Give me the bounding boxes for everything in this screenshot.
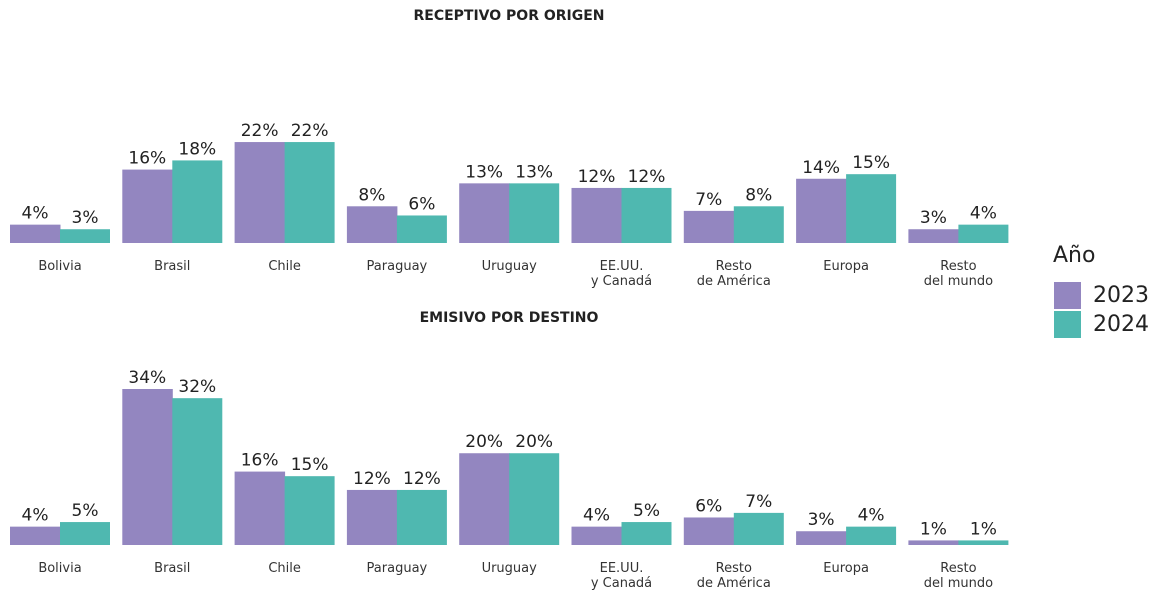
bar (234, 142, 286, 243)
bar (958, 540, 1009, 545)
value-label: 13% (465, 162, 503, 182)
bar (284, 476, 335, 545)
bar (908, 540, 959, 545)
bar (459, 183, 510, 243)
legend-title: Año (1053, 243, 1095, 268)
value-label: 32% (178, 377, 216, 397)
bar (621, 522, 672, 545)
bar (509, 183, 560, 243)
bar (10, 224, 61, 243)
value-label: 18% (178, 139, 216, 159)
x-tick-label: Resto del mundo (923, 561, 994, 591)
value-label: 12% (578, 167, 616, 187)
value-label: 3% (72, 208, 99, 228)
value-label: 14% (802, 158, 840, 178)
x-tick-label: Bolivia (38, 561, 82, 576)
x-tick-label: Brasil (154, 561, 191, 576)
value-label: 5% (72, 501, 99, 521)
value-label: 4% (583, 506, 610, 526)
value-label: 34% (128, 368, 166, 388)
value-label: 12% (403, 469, 441, 489)
bar (172, 398, 223, 545)
bar (284, 142, 335, 243)
x-tick-label: Uruguay (481, 259, 537, 274)
bar (683, 517, 735, 545)
value-label: 8% (745, 185, 772, 205)
x-tick-label: Uruguay (481, 561, 537, 576)
value-label: 3% (920, 208, 947, 228)
value-label: 20% (465, 432, 503, 452)
bar (846, 174, 897, 243)
value-label: 4% (22, 506, 49, 526)
x-tick-label: Paraguay (366, 561, 428, 576)
bar (396, 215, 447, 243)
bar (346, 489, 398, 545)
bar (459, 453, 510, 545)
bar (796, 178, 847, 243)
x-tick-label: Bolivia (38, 259, 82, 274)
x-tick-label: Chile (268, 259, 301, 274)
bar (958, 224, 1009, 243)
bar (683, 210, 735, 243)
bar (908, 229, 959, 243)
value-label: 4% (970, 204, 997, 224)
value-label: 12% (628, 167, 666, 187)
value-label: 15% (291, 455, 329, 475)
x-tick-label: Brasil (154, 259, 191, 274)
value-label: 6% (695, 496, 722, 516)
legend-label: 2023 (1093, 283, 1149, 308)
value-label: 6% (408, 194, 435, 214)
value-label: 22% (291, 121, 329, 141)
bar (122, 169, 173, 243)
value-label: 16% (128, 149, 166, 169)
legend-swatch (1054, 282, 1081, 309)
chart-title: EMISIVO POR DESTINO (420, 310, 599, 326)
value-label: 5% (633, 501, 660, 521)
bar (571, 187, 622, 243)
bar (60, 522, 110, 545)
x-tick-label: Resto de América (696, 259, 771, 289)
bar (346, 206, 398, 243)
x-tick-label: Europa (823, 561, 869, 576)
bar (10, 526, 61, 545)
legend-label: 2024 (1093, 312, 1149, 337)
value-label: 1% (970, 519, 997, 539)
bar (172, 160, 223, 243)
value-label: 22% (241, 121, 279, 141)
bar (621, 187, 672, 243)
value-label: 8% (358, 185, 385, 205)
value-label: 16% (241, 451, 279, 471)
bar (234, 471, 286, 545)
x-tick-label: EE.UU. y Canadá (590, 561, 653, 591)
bar (509, 453, 560, 545)
x-tick-label: Europa (823, 259, 869, 274)
bar (733, 512, 784, 545)
bar (796, 531, 847, 545)
value-label: 4% (22, 204, 49, 224)
chart-title: RECEPTIVO POR ORIGEN (413, 8, 604, 24)
value-label: 3% (808, 510, 835, 530)
bar (846, 526, 897, 545)
value-label: 4% (858, 506, 885, 526)
bar (122, 389, 173, 545)
x-tick-label: EE.UU. y Canadá (590, 259, 653, 289)
x-tick-label: Paraguay (366, 259, 428, 274)
value-label: 7% (745, 492, 772, 512)
bar (60, 229, 110, 243)
bar (733, 206, 784, 243)
x-tick-label: Chile (268, 561, 301, 576)
bar (396, 489, 447, 545)
value-label: 7% (695, 190, 722, 210)
bar (571, 526, 622, 545)
legend-swatch (1054, 311, 1081, 338)
value-label: 20% (515, 432, 553, 452)
value-label: 12% (353, 469, 391, 489)
x-tick-label: Resto de América (696, 561, 771, 591)
value-label: 13% (515, 162, 553, 182)
x-tick-label: Resto del mundo (923, 259, 994, 289)
value-label: 15% (852, 153, 890, 173)
value-label: 1% (920, 519, 947, 539)
